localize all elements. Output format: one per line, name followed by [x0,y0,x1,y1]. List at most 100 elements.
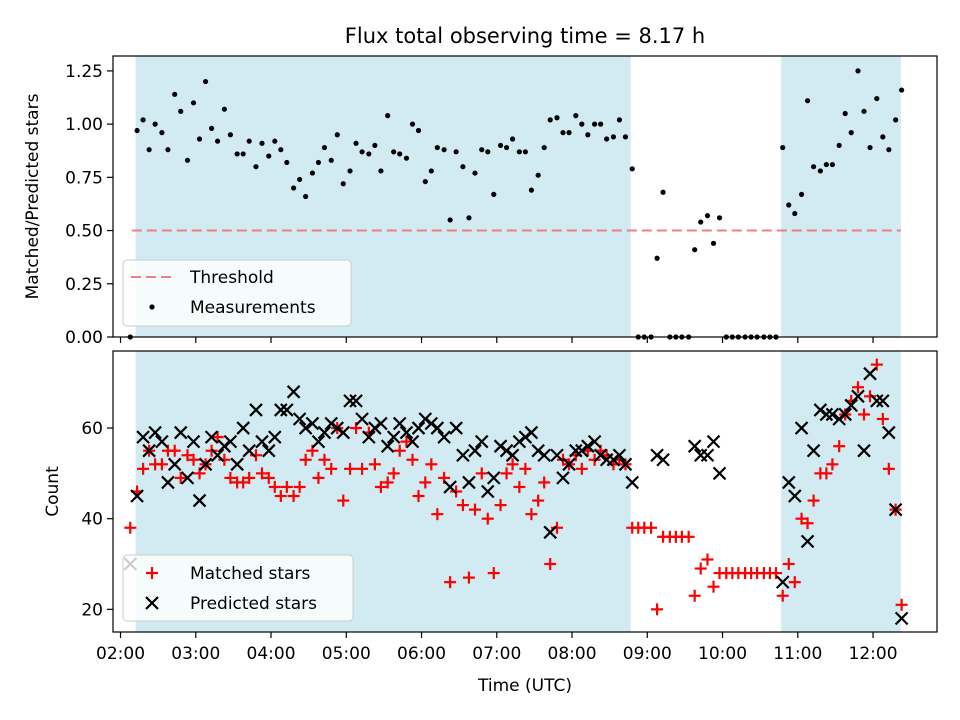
matched-point [374,480,387,493]
predicted-point [787,489,802,503]
predicted-point [480,484,495,499]
predicted-point [274,403,288,417]
predicted-point [343,394,357,408]
matched-point [280,480,293,493]
x-tick-label: 08:00 [548,644,597,664]
measurement-point [848,130,854,136]
measurement-point [227,132,233,138]
predicted-point [888,502,903,517]
predicted-point [192,493,207,508]
matched-point [262,471,275,484]
measurement-point [817,168,823,174]
measurement-point [704,213,711,219]
matched-point [870,358,883,371]
predicted-point [844,398,858,413]
x-tick-label: 11:00 [773,644,822,664]
measurement-point [598,121,604,127]
y-tick-label: 0.50 [65,222,103,242]
measurement-point [460,164,466,170]
measurement-point [415,127,422,134]
measurement-point [372,142,378,149]
measurement-point [397,151,403,157]
predicted-point [656,452,670,467]
predicted-point [130,489,144,503]
predicted-point [700,448,715,463]
measurement-point [359,149,365,155]
matched-point [494,499,507,512]
matched-point [475,467,488,480]
measurement-point [622,134,629,140]
measurement-point [253,164,259,170]
measurement-point [880,134,886,140]
measurement-point [485,149,491,155]
legend-threshold-label: Threshold [189,268,274,288]
matched-point [820,467,833,480]
matched-point [419,476,432,489]
matched-point [468,503,481,516]
measurement-point [472,170,478,176]
measurement-point [196,136,203,142]
matched-point [268,480,281,493]
measurement-point [441,147,447,153]
predicted-point [392,416,407,431]
matched-point [481,512,494,525]
measurement-point [798,191,805,197]
measurement-point [353,140,359,146]
matched-point [293,480,306,493]
matched-point [701,553,714,566]
measurement-point [886,147,892,153]
matched-point [325,462,338,475]
legend-box [122,554,354,622]
predicted-point [863,366,877,381]
matched-point [833,440,846,453]
legend-x-marker [145,596,159,610]
measurement-point [453,149,459,155]
x-tick-label: 12:00 [849,644,898,664]
predicted-point [349,394,363,408]
predicted-point [173,425,188,440]
predicted-point [386,430,401,444]
matched-point [550,521,563,534]
measurement-point [566,130,572,136]
measurement-point [266,153,272,159]
measurement-point [491,191,497,197]
y-axis-ticks-top: 0.00 0.25 0.50 0.75 1.00 1.25 [65,62,113,348]
x-tick-label: 03:00 [171,644,220,664]
y-tick-label: 0.00 [65,328,103,348]
matched-point [406,453,419,466]
plot-ratio: 0.00 0.25 0.50 0.75 1.00 1.25 Matched/Predict… [23,55,938,348]
measurement-point [829,161,836,168]
predicted-point [781,475,796,490]
measurement-point [303,193,309,200]
matched-point [356,462,369,475]
measurement-point [479,147,485,153]
matched-point [237,476,250,489]
matched-point [500,467,513,480]
measurement-point [660,189,666,195]
predicted-point [505,448,520,463]
predicted-point [486,471,501,485]
predicted-point [374,416,388,431]
measurement-point [579,121,585,127]
y-tick-label: 60 [81,419,103,439]
predicted-point [882,425,896,440]
legend-box [122,259,352,327]
measurement-point [184,157,191,163]
predicted-point [261,443,276,458]
measurement-point [246,138,252,144]
matched-point [769,567,782,580]
measurement-point [240,151,246,157]
matched-point [532,494,545,507]
legend-predicted-label: Predicted stars [190,594,317,614]
matched-point [795,512,808,525]
matched-point [487,567,500,580]
predicted-point [292,412,307,426]
measurement-point [409,121,416,127]
matched-point [788,576,801,589]
predicted-point [625,475,640,490]
predicted-point [857,443,871,458]
matched-point [312,471,325,484]
matched-point [544,558,557,571]
legend-matched-swatch [146,567,158,579]
